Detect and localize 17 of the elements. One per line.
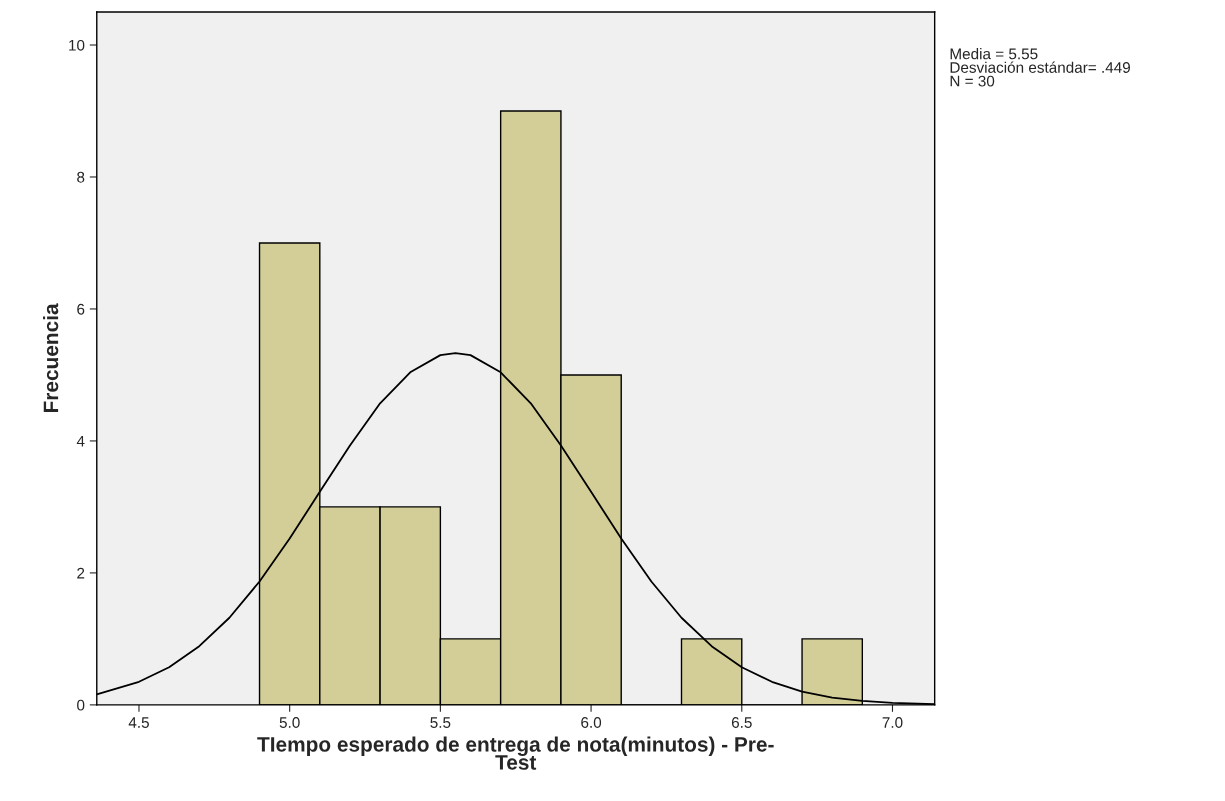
y-tick-label: 4: [76, 435, 85, 447]
x-tick-label: 5.5: [430, 717, 451, 728]
x-tick-label: 6.5: [731, 717, 752, 728]
x-tick-label: 6.0: [581, 717, 602, 728]
y-tick-label: 0: [77, 699, 85, 711]
text: Media = 5.55: [950, 48, 1038, 60]
y-tick-label: 2: [77, 567, 85, 579]
x-tick-label: 7.0: [882, 717, 903, 728]
x-tick-label: 5.0: [279, 717, 300, 728]
y-tick-label: 8: [77, 171, 85, 183]
y-axis-title: Frecuencia: [43, 303, 59, 413]
text: N = 30: [950, 75, 995, 87]
text: Desviación estándar= .449: [950, 61, 1130, 73]
x-axis-title: TIempo esperado de entrega de nota(minutos) - Pre- Test: [257, 736, 774, 770]
y-tick-label: 10: [69, 39, 85, 51]
x-tick-label: 4.5: [128, 717, 149, 728]
y-tick-label: 6: [77, 303, 85, 315]
